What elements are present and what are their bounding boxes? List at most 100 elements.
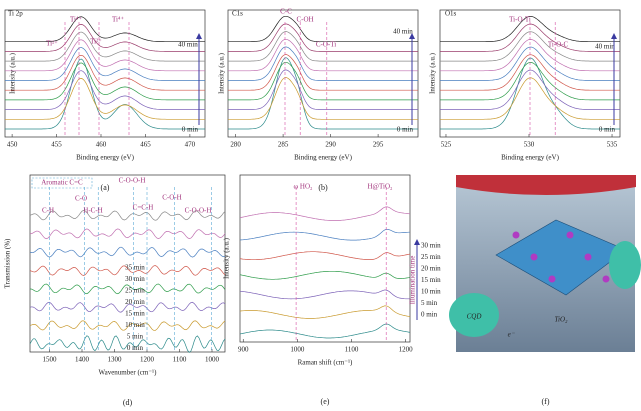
- time-label: 40 min: [393, 28, 413, 36]
- y-axis-label: Transmission (%): [4, 238, 12, 288]
- spectrum-curve: [228, 38, 418, 72]
- x-tick-label: 900: [238, 346, 249, 354]
- spectrum-curve: [29, 320, 226, 331]
- axis-note: Illumination time: [409, 256, 417, 305]
- spectrum-curve: [228, 54, 418, 91]
- time-label: 0 min: [421, 311, 438, 319]
- time-label: 25 min: [421, 253, 441, 261]
- x-axis-label: Binding energy (eV): [294, 154, 352, 162]
- panel-caption: (b): [318, 183, 328, 192]
- panel-caption: (a): [101, 183, 110, 192]
- peak-label: C=C-H: [133, 204, 154, 212]
- peak-label: C-C: [280, 8, 292, 16]
- spectrum-curve: [228, 69, 418, 110]
- time-label: 30 min: [125, 275, 145, 283]
- spectrum-curve: [5, 58, 205, 130]
- x-tick-label: 1200: [399, 346, 414, 354]
- panel-title: O1s: [445, 10, 457, 18]
- x-tick-label: 1400: [75, 356, 90, 364]
- time-label: 0 min: [127, 344, 144, 352]
- time-arrowhead: [409, 33, 415, 39]
- spectrum-curve: [239, 251, 411, 261]
- x-tick-label: 290: [325, 141, 336, 149]
- x-tick-label: 455: [51, 141, 62, 149]
- time-label: 15 min: [421, 276, 441, 284]
- x-tick-label: 1200: [140, 356, 155, 364]
- peak-label: ω HO₂: [294, 183, 313, 191]
- spectrum-curve: [5, 54, 205, 91]
- x-tick-label: 280: [230, 141, 241, 149]
- time-label: 40 min: [595, 43, 615, 51]
- x-tick-label: 1000: [290, 346, 305, 354]
- spectrum-curve: [228, 31, 418, 62]
- time-label: 5 min: [421, 299, 438, 307]
- spectrum-curve: [239, 206, 411, 221]
- panel-title: Ti 2p: [8, 10, 23, 18]
- panel-caption: (f): [542, 397, 550, 406]
- x-tick-label: 460: [96, 141, 107, 149]
- peak-label: C-O-O-H: [119, 177, 146, 185]
- spectrum-curve: [5, 78, 205, 120]
- time-label: 10 min: [421, 288, 441, 296]
- peak-label: H-C-H: [83, 207, 102, 215]
- x-axis-label: Raman shift (cm⁻¹): [298, 359, 353, 367]
- x-tick-label: 1500: [43, 356, 58, 364]
- ion: [602, 275, 610, 283]
- spectrum-curve: [29, 246, 226, 258]
- illustration-label: e⁻: [508, 331, 516, 339]
- x-tick-label: 525: [441, 141, 452, 149]
- x-tick-label: 535: [607, 141, 618, 149]
- y-axis-label: Intensity (a.u.): [223, 237, 231, 279]
- peak-label: Ti-O-Ti: [509, 16, 531, 24]
- peak-label: C-OH: [296, 16, 313, 24]
- spectrum-curve: [228, 46, 418, 81]
- spectrum-curve: [239, 305, 411, 319]
- time-label: 15 min: [125, 310, 145, 318]
- time-label: 40 min: [178, 41, 198, 49]
- spectrum-curve: [228, 23, 418, 52]
- panel-title: C1s: [232, 10, 243, 18]
- cqd-right: [609, 241, 641, 289]
- x-tick-label: 450: [7, 141, 18, 149]
- label-box: [31, 177, 93, 189]
- x-tick-label: 530: [524, 141, 535, 149]
- time-arrowhead: [196, 33, 202, 39]
- y-axis-label: Intensity (a.u.): [218, 52, 226, 94]
- spectrum-curve: [228, 57, 418, 130]
- spectrum-curve: [29, 265, 226, 276]
- peak-label: Ti⁴⁺: [112, 16, 124, 24]
- plot-frame: [29, 174, 226, 353]
- spectrum-curve: [29, 283, 226, 295]
- y-axis-label: Intensity (a.u.): [9, 52, 17, 94]
- panel-caption: (e): [321, 397, 330, 406]
- spectrum-curve: [239, 270, 411, 280]
- x-axis-label: Binding energy (eV): [501, 154, 559, 162]
- peak-label: Ti²⁺: [46, 40, 58, 48]
- plot-frame: [227, 9, 419, 138]
- spectrum-curve: [5, 70, 205, 110]
- time-arrowhead: [414, 239, 420, 245]
- peak-label: C-O-Ti: [316, 41, 336, 49]
- ion: [566, 231, 574, 239]
- peak-label: C-O-O-H: [185, 207, 212, 215]
- time-label: 25 min: [125, 287, 145, 295]
- ion: [548, 275, 556, 283]
- spectrum-curve: [228, 61, 418, 101]
- spectrum-curve: [5, 16, 205, 43]
- peak-label: C-O: [75, 195, 87, 203]
- peak-label: C-O-H: [162, 194, 181, 202]
- panel-caption: (d): [123, 398, 133, 407]
- x-axis-label: Wavenumber (cm⁻¹): [99, 369, 158, 377]
- time-arrowhead: [611, 33, 617, 39]
- spectrum-curve: [239, 323, 411, 339]
- peak-label: C-H: [42, 207, 54, 215]
- peak-label: Aromatic C=C: [41, 179, 83, 187]
- illustration-label: CQD: [467, 313, 482, 321]
- x-tick-label: 1100: [345, 346, 359, 354]
- spectrum-curve: [5, 24, 205, 52]
- spectrum-curve: [440, 16, 620, 43]
- spectrum-curve: [440, 31, 620, 62]
- x-tick-label: 465: [140, 141, 151, 149]
- plot-frame: [4, 9, 206, 138]
